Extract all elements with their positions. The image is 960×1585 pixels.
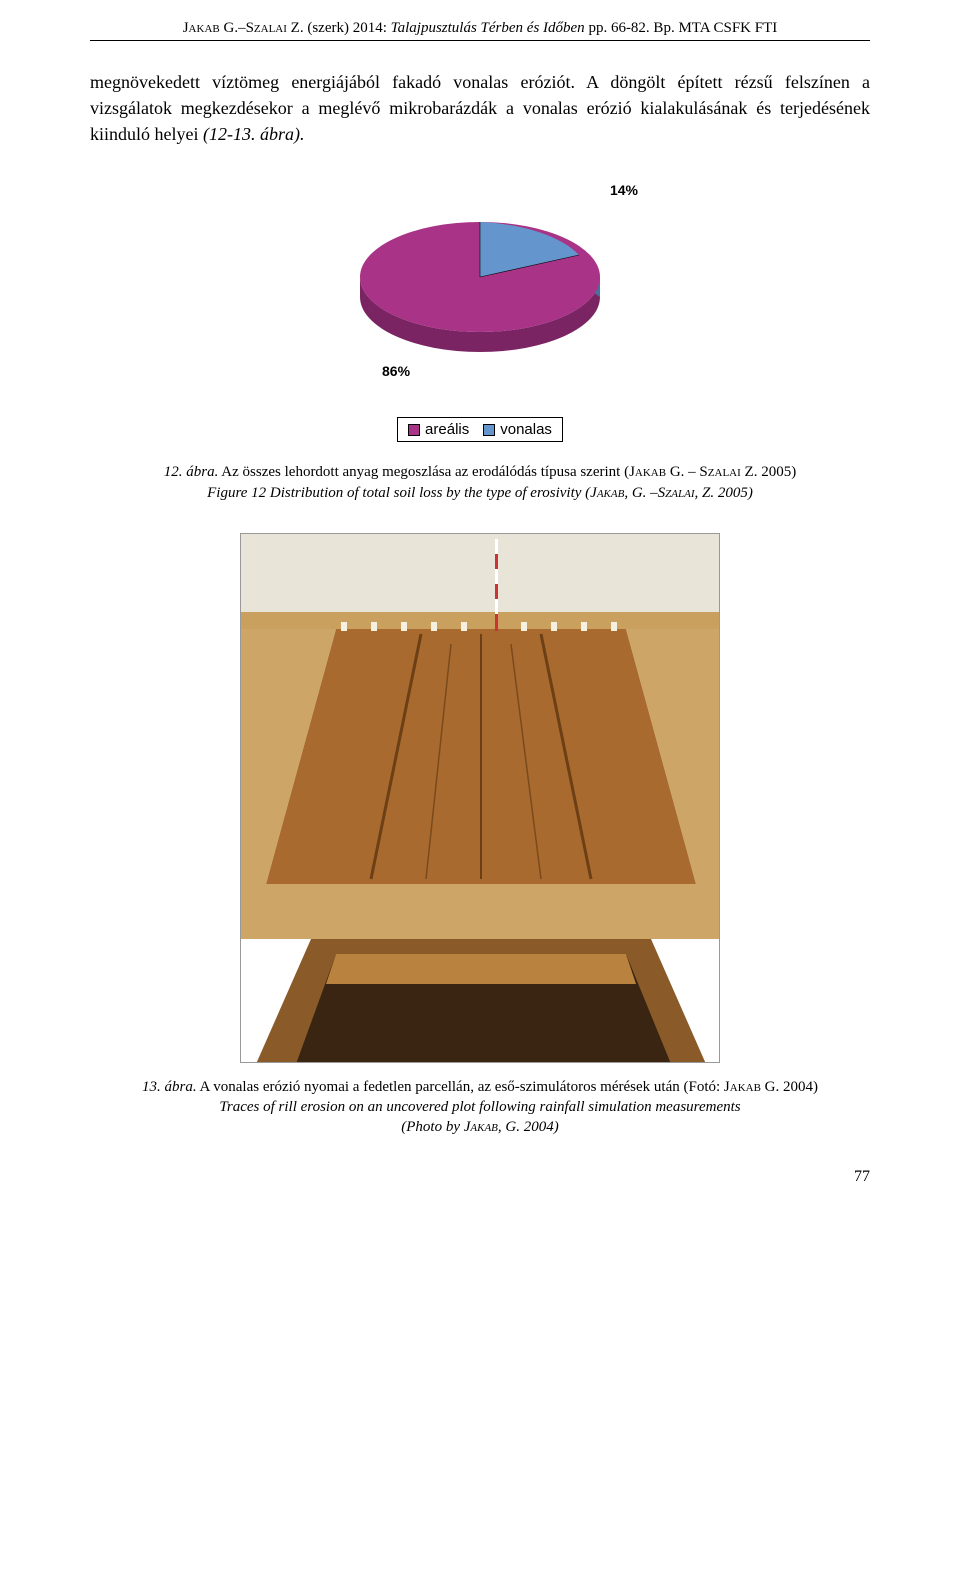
header-rule <box>90 40 870 41</box>
photo-ridge <box>241 612 720 630</box>
header-title: Talajpusztulás Térben és Időben <box>391 20 585 36</box>
page-header: Jakab G.–Szalai Z. (szerk) 2014: Talajpu… <box>90 0 870 37</box>
pie-svg <box>330 177 630 377</box>
pie-label-14: 14% <box>610 182 638 198</box>
caption-12-l1: Az összes lehordott anyag megoszlása az … <box>218 464 796 480</box>
photo-pole-seg3 <box>495 599 498 614</box>
caption-12-prefix: 12. ábra. <box>164 464 219 480</box>
pie-label-86: 86% <box>382 363 410 379</box>
body-paragraph: megnövekedett víztömeg energiájából faka… <box>90 69 870 147</box>
photo-pole-seg2 <box>495 569 498 584</box>
caption-13-prefix: 13. ábra. <box>142 1079 197 1095</box>
legend-swatch-arealis <box>408 424 420 436</box>
legend-item-arealis: areális <box>408 421 469 438</box>
caption-12-eng: Figure 12 Distribution of total soil los… <box>207 485 753 501</box>
legend-item-vonalas: vonalas <box>483 421 552 438</box>
caption-13-l2: Traces of rill erosion on an uncovered p… <box>219 1099 740 1115</box>
caption-12: 12. ábra. Az összes lehordott anyag mego… <box>90 462 870 503</box>
photo-midband <box>241 884 720 939</box>
header-authors: Jakab <box>183 20 220 36</box>
caption-13-l3: (Photo by Jakab, G. 2004) <box>401 1119 558 1135</box>
legend-wrap: areális vonalas <box>200 417 760 462</box>
legend-text-arealis: areális <box>425 421 469 438</box>
photo-svg <box>241 534 720 1063</box>
photo-pole-seg1 <box>495 539 498 554</box>
page-number: 77 <box>90 1168 870 1206</box>
legend-text-vonalas: vonalas <box>500 421 552 438</box>
photo-trench-wall <box>326 954 636 984</box>
caption-13-l1: A vonalas erózió nyomai a fedetlen parce… <box>197 1079 818 1095</box>
photo-sky <box>241 534 720 624</box>
caption-13: 13. ábra. A vonalas erózió nyomai a fede… <box>90 1077 870 1138</box>
header-authors-2: Szalai <box>246 20 287 36</box>
pie-3d: 14% 86% <box>330 177 630 377</box>
legend-swatch-vonalas <box>483 424 495 436</box>
field-photo <box>240 533 720 1063</box>
pie-legend: areális vonalas <box>397 417 563 442</box>
pie-chart: 14% 86% areális vonalas <box>200 177 760 462</box>
